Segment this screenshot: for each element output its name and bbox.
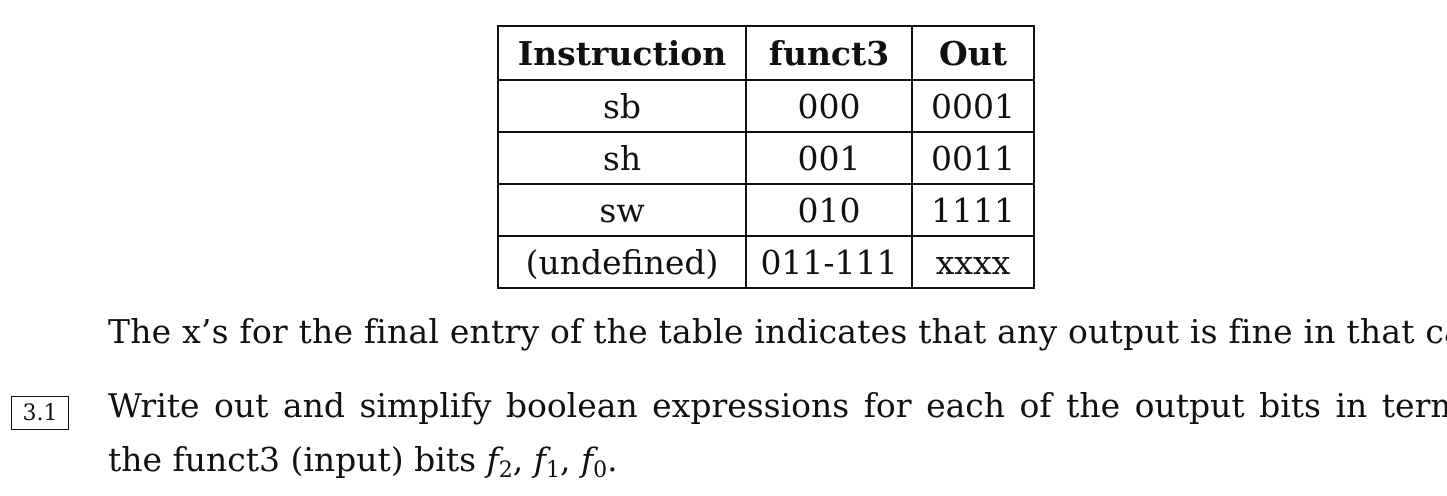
header-out: Out bbox=[911, 25, 1035, 81]
table-note: The x’s for the final entry of the table… bbox=[108, 312, 1447, 351]
question-number-box: 3.1 bbox=[11, 396, 69, 430]
funct3-cell: 010 bbox=[745, 183, 913, 237]
math-separator: , bbox=[559, 440, 581, 479]
math-separator: , bbox=[512, 440, 534, 479]
question-text-line1: Write out and simplify boolean expressio… bbox=[108, 386, 1447, 425]
table-row: sh 001 0011 bbox=[497, 131, 1035, 185]
funct3-output-table: Instruction funct3 Out sb 000 0001 sh 00… bbox=[497, 25, 1035, 289]
table-row: sw 010 1111 bbox=[497, 183, 1035, 237]
question-text-line2-prefix: the funct3 (input) bits bbox=[108, 440, 487, 479]
out-cell: 1111 bbox=[911, 183, 1035, 237]
math-var-f1: f1 bbox=[533, 440, 560, 483]
instruction-cell: (undefined) bbox=[497, 235, 747, 289]
header-instruction: Instruction bbox=[497, 25, 747, 81]
instruction-cell: sw bbox=[497, 183, 747, 237]
math-var-f2: f2 bbox=[486, 440, 513, 483]
question-text-line2: the funct3 (input) bits f2, f1, f0. bbox=[108, 440, 618, 483]
out-cell: xxxx bbox=[911, 235, 1035, 289]
table-row: (undefined) 011-111 xxxx bbox=[497, 235, 1035, 289]
out-cell: 0001 bbox=[911, 79, 1035, 133]
sentence-end: . bbox=[607, 440, 618, 479]
instruction-cell: sh bbox=[497, 131, 747, 185]
table-row: sb 000 0001 bbox=[497, 79, 1035, 133]
funct3-cell: 001 bbox=[745, 131, 913, 185]
math-var-f0: f0 bbox=[580, 440, 608, 483]
out-cell: 0011 bbox=[911, 131, 1035, 185]
funct3-cell: 011-111 bbox=[745, 235, 913, 289]
funct3-cell: 000 bbox=[745, 79, 913, 133]
header-funct3: funct3 bbox=[745, 25, 913, 81]
table-header-row: Instruction funct3 Out bbox=[497, 25, 1035, 81]
instruction-cell: sb bbox=[497, 79, 747, 133]
